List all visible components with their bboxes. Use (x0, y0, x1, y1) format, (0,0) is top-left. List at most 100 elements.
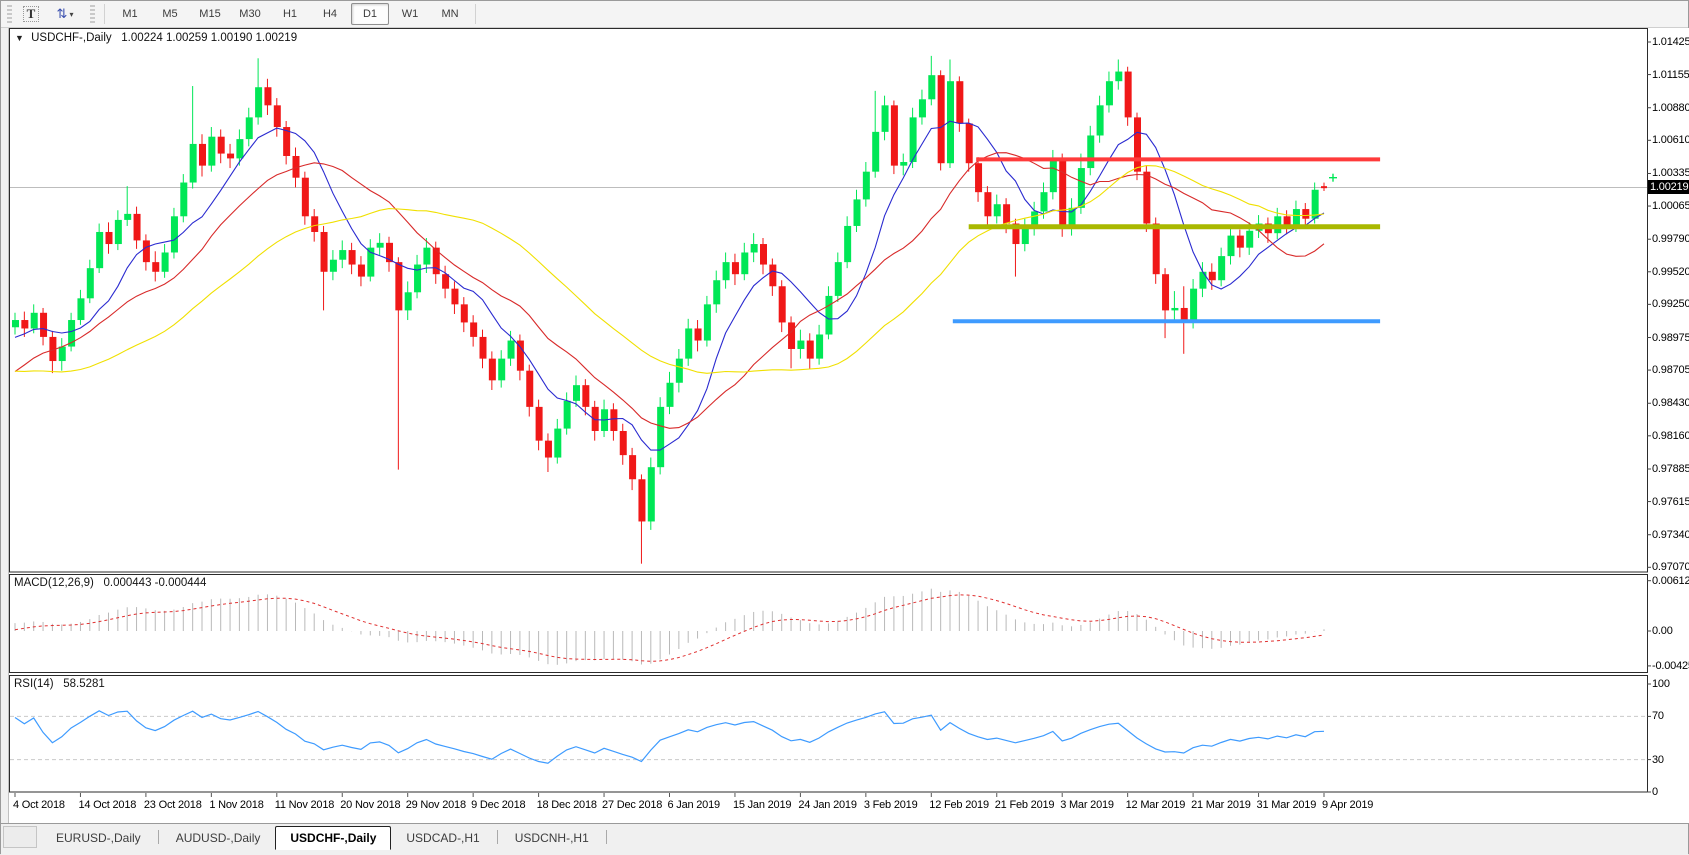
candle-body (1311, 189, 1319, 219)
date-label: 14 Oct 2018 (78, 799, 137, 811)
chart-canvas[interactable] (1, 28, 1689, 823)
candle-body (498, 358, 506, 381)
candle-body (1068, 207, 1076, 229)
candle-body (610, 409, 618, 431)
candle-body (1049, 159, 1057, 193)
timeframe-button-mn[interactable]: MN (441, 8, 459, 20)
chart-tab-usdcad[interactable]: USDCAD-,H1 (406, 831, 480, 845)
candle-body (1199, 271, 1207, 289)
toolbar-grip[interactable] (90, 5, 95, 23)
chart-tab-usdcnh[interactable]: USDCNH-,H1 (514, 831, 589, 845)
candle-body (49, 336, 57, 362)
macd-plot (14, 588, 1325, 665)
tab-divider (496, 830, 498, 844)
candle-body (58, 346, 66, 362)
candle-body (1115, 71, 1123, 82)
candle-body (975, 163, 983, 193)
arrows-icon: ⇅ (56, 6, 68, 21)
timeframe-button-d1[interactable]: D1 (351, 3, 389, 25)
collapse-triangle-icon: ▼ (15, 33, 24, 43)
indicators-dropdown-button[interactable]: ⇅ ▾ (47, 3, 83, 26)
text-tool-icon: T (22, 6, 40, 22)
candle-body (311, 216, 319, 232)
toolbar-grip[interactable] (7, 5, 12, 23)
candle-body (292, 155, 300, 178)
timeframe-button-m30[interactable]: M30 (239, 8, 261, 20)
candle-body (1236, 235, 1244, 248)
text-tool-button[interactable]: T (17, 3, 45, 26)
candle-body (862, 171, 870, 200)
ma-slow-line (14, 165, 1325, 374)
candle-body (1292, 209, 1300, 226)
candle-body (161, 252, 169, 272)
toolbar: T ⇅ ▾ M1 M5 M15 M30 H1 H4 D1 W1 MN (1, 1, 1688, 28)
candle-body (816, 334, 824, 359)
candle-body (273, 105, 281, 128)
date-label: 9 Dec 2018 (471, 799, 526, 811)
candle-body (1162, 274, 1170, 311)
price-axis-label: 1.01425 (1652, 36, 1689, 48)
date-label: 18 Dec 2018 (536, 799, 597, 811)
candle-body (114, 219, 122, 245)
candle-body (21, 320, 29, 329)
candle-body (1059, 159, 1067, 229)
chart-tab-audusd[interactable]: AUDUSD-,Daily (175, 831, 261, 845)
candle-body (86, 268, 94, 299)
candle-body (245, 117, 253, 140)
price-axis-label: 0.98975 (1652, 331, 1689, 344)
candle-body (283, 127, 291, 156)
timeframe-button-m15[interactable]: M15 (199, 8, 221, 20)
price-axis-label: 0.99790 (1652, 233, 1689, 246)
candle-body (460, 304, 468, 323)
price-axis-label: 0.97885 (1652, 462, 1689, 475)
tab-divider (157, 830, 159, 844)
candle-body (1171, 307, 1179, 311)
candle-body (68, 320, 76, 347)
date-label: 12 Mar 2019 (1125, 799, 1186, 811)
timeframe-button-w1[interactable]: W1 (401, 8, 419, 20)
candle-body (1031, 211, 1039, 229)
date-label: 6 Jan 2019 (667, 799, 721, 811)
candle-body (591, 406, 599, 431)
candle-body (713, 280, 721, 305)
candle-body (563, 400, 571, 429)
candle-body (479, 336, 487, 359)
tab-scroll-corner[interactable] (3, 826, 37, 848)
price-axis-label: 1.00335 (1652, 167, 1689, 180)
candle-body (657, 406, 665, 468)
candle-body (1012, 223, 1020, 245)
candle-body (96, 231, 104, 269)
rsi-value: 58.5281 (63, 678, 105, 690)
rsi-axis-label: 30 (1652, 753, 1664, 766)
timeframe-button-h4[interactable]: H4 (322, 8, 338, 20)
candle-body (217, 136, 225, 154)
date-label: 29 Nov 2018 (405, 799, 466, 811)
price-axis-label: 0.98160 (1652, 429, 1689, 442)
candle-body (348, 250, 356, 265)
date-label: 20 Nov 2018 (340, 799, 401, 811)
candle-body (741, 252, 749, 275)
timeframe-button-m5[interactable]: M5 (162, 8, 178, 20)
candle-body (1077, 168, 1085, 208)
candle-body (30, 312, 38, 329)
date-label: 21 Feb 2019 (994, 799, 1055, 811)
timeframe-button-m1[interactable]: M1 (122, 8, 138, 20)
chart-tab-usdchf[interactable]: USDCHF-,Daily (275, 826, 392, 850)
candle-body (834, 262, 842, 296)
price-axis-label: 1.00610 (1652, 134, 1689, 147)
candle-body (806, 340, 814, 359)
timeframe-button-group: M1 M5 M15 M30 H1 H4 D1 W1 MN (110, 3, 470, 25)
chart-stage[interactable]: ▼ USDCHF-,Daily 1.00224 1.00259 1.00190 … (1, 28, 1689, 823)
candle-body (722, 262, 730, 281)
chart-tab-eurusd[interactable]: EURUSD-,Daily (56, 831, 141, 845)
candle-body (301, 177, 309, 217)
candle-body (1134, 117, 1141, 172)
candle-body (629, 455, 637, 480)
candle-body (1152, 223, 1160, 275)
candle-body (236, 139, 244, 159)
price-axis-label: 0.99520 (1652, 265, 1689, 278)
candle-body (12, 320, 19, 328)
timeframe-button-h1[interactable]: H1 (282, 8, 298, 20)
candle-body (227, 153, 235, 159)
